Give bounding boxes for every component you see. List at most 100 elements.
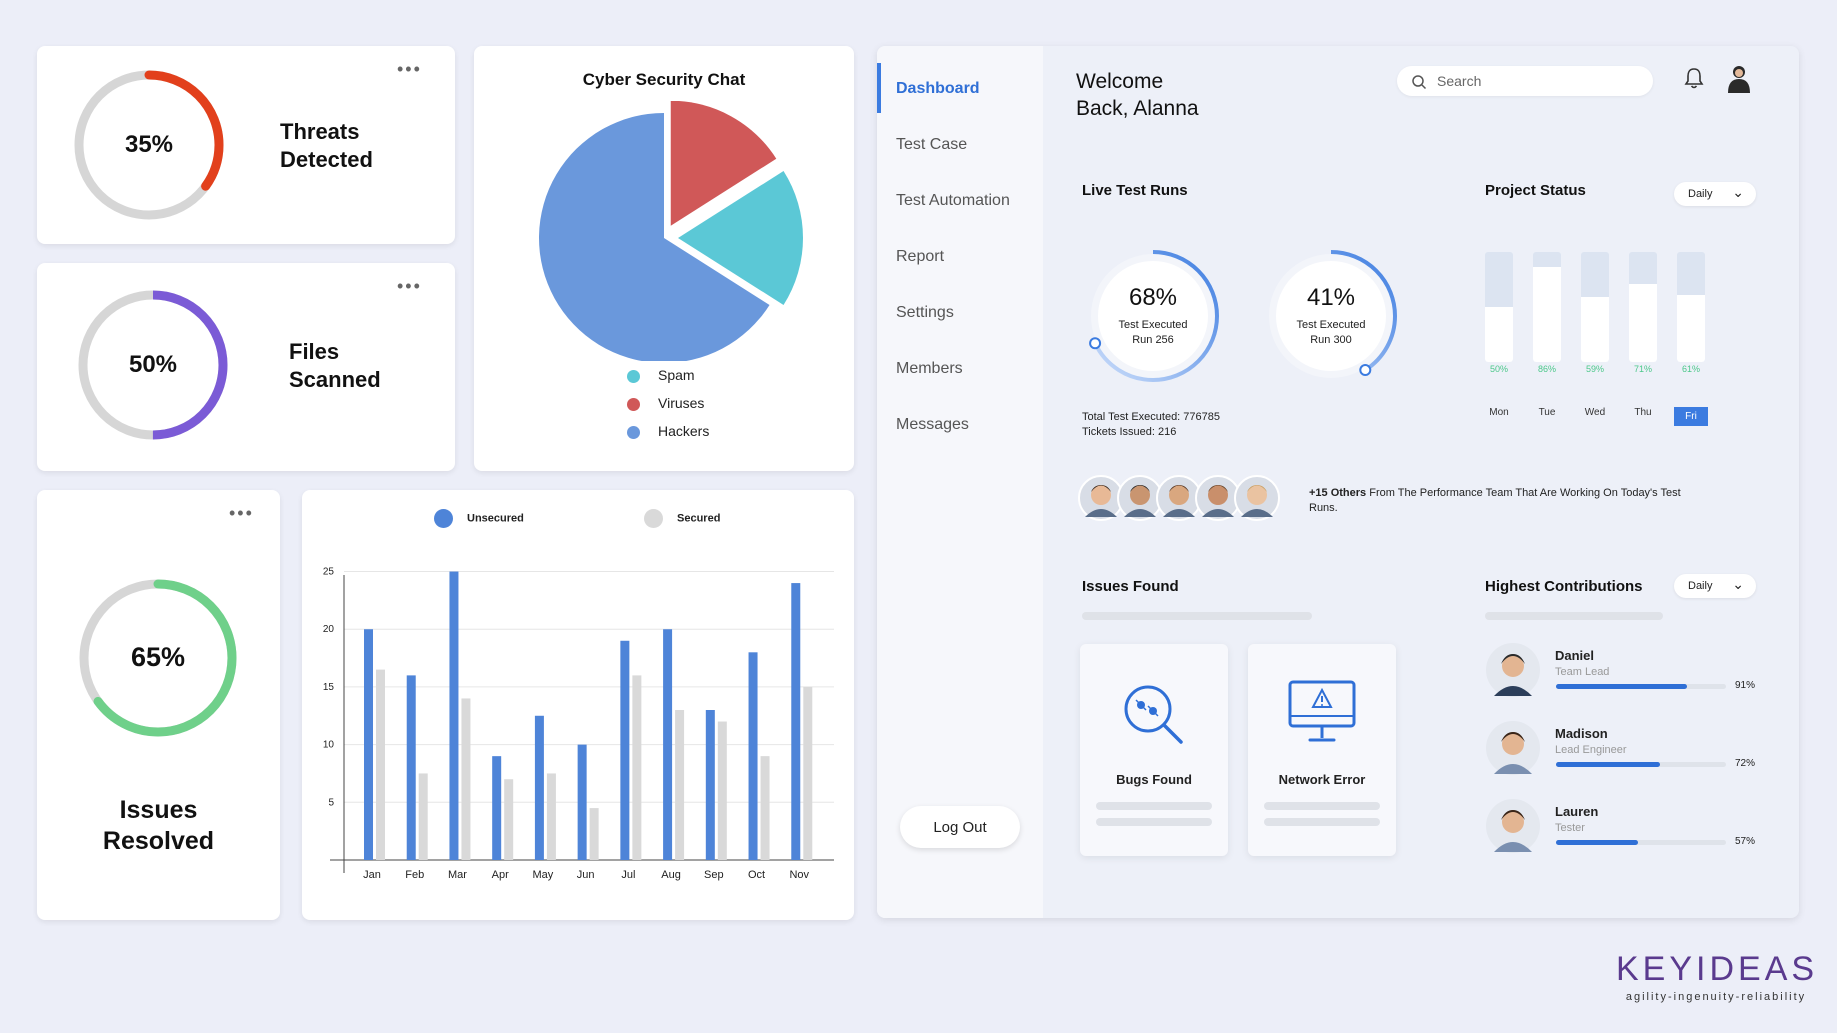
legend-label: Secured <box>677 512 721 525</box>
bar-unsecured-jul <box>620 640 630 860</box>
sidebar: Dashboard Test Case Test Automation Report S… <box>877 46 1043 918</box>
gauge-caption-line1: Test Executed <box>1296 319 1366 331</box>
x-tick-label: Jul <box>621 869 635 881</box>
status-day-wed[interactable]: Wed <box>1584 407 1606 418</box>
pie-slice-spam <box>678 171 803 305</box>
issues-found-title: Issues Found <box>1082 578 1179 595</box>
skeleton-line <box>1096 818 1212 826</box>
welcome-line1: Welcome <box>1076 70 1164 93</box>
status-bar-fill <box>1629 283 1657 362</box>
bar-secured-apr <box>504 779 514 860</box>
files-percent: 50% <box>128 351 178 378</box>
contribution-percent: 72% <box>1735 758 1756 769</box>
contribution-progress-fill <box>1556 762 1661 767</box>
search-input[interactable] <box>1435 72 1639 90</box>
issues-card: ••• 65% Issues Resolved <box>37 490 280 920</box>
more-options-icon[interactable]: ••• <box>229 503 254 523</box>
bug-search-icon <box>1124 685 1183 744</box>
bar-secured-aug <box>675 710 685 860</box>
skeleton-line <box>1082 612 1312 620</box>
status-day-tue[interactable]: Tue <box>1538 407 1556 418</box>
bell-icon[interactable] <box>1683 66 1705 90</box>
nav-item-dashboard[interactable]: Dashboard <box>896 80 980 97</box>
x-tick-label: Oct <box>748 869 765 881</box>
contribution-progress-fill <box>1556 684 1688 689</box>
y-tick-label: 10 <box>323 740 335 751</box>
search-icon <box>1412 75 1427 90</box>
legend-label: Viruses <box>658 395 705 411</box>
bar-unsecured-may <box>534 715 544 860</box>
nav-item-messages[interactable]: Messages <box>896 416 969 433</box>
team-avatar <box>1156 475 1202 521</box>
issues-ring <box>79 579 237 737</box>
gauge-ring <box>1087 250 1219 382</box>
team-avatar <box>1195 475 1241 521</box>
contributions-dropdown[interactable]: Daily ⌄ <box>1674 574 1756 598</box>
status-bar-fri <box>1677 252 1705 362</box>
issues-label: Issues Resolved <box>37 795 280 858</box>
status-bar-mon <box>1485 252 1513 362</box>
status-bar-wed <box>1581 252 1609 362</box>
bar-secured-nov <box>803 686 813 860</box>
skeleton-line <box>1264 802 1380 810</box>
pie-chart <box>539 101 803 361</box>
y-tick-label: 5 <box>328 797 334 808</box>
bar-secured-sep <box>717 721 727 860</box>
status-bar-fill <box>1533 267 1561 362</box>
more-options-icon[interactable]: ••• <box>397 59 422 79</box>
bar-unsecured-jan <box>364 629 373 860</box>
bar-unsecured-apr <box>492 756 502 860</box>
network-error-card[interactable]: Network Error <box>1248 644 1396 856</box>
highest-contributions-title: Highest Contributions <box>1485 578 1643 595</box>
files-label-line1: Files <box>289 339 340 364</box>
nav-item-test-automation[interactable]: Test Automation <box>896 192 1010 209</box>
skeleton-line <box>1096 802 1212 810</box>
search-box[interactable] <box>1397 66 1653 96</box>
nav-item-members[interactable]: Members <box>896 360 963 377</box>
x-tick-label: Mar <box>448 869 467 881</box>
bugs-found-card[interactable]: Bugs Found <box>1080 644 1228 856</box>
skeleton-line <box>1264 818 1380 826</box>
contributor-role: Tester <box>1555 822 1585 834</box>
welcome-title: Welcome Back, Alanna <box>1076 68 1199 123</box>
status-bar-percent: 71% <box>1633 364 1652 374</box>
bar-secured-mar <box>461 698 471 860</box>
status-bar-percent: 59% <box>1585 364 1604 374</box>
more-options-icon[interactable]: ••• <box>397 276 422 296</box>
nav-item-test-case[interactable]: Test Case <box>896 136 968 153</box>
contribution-progress-fill <box>1556 840 1639 845</box>
dashboard-panel: Dashboard Test Case Test Automation Report S… <box>877 46 1799 918</box>
status-day-fri[interactable]: Fri <box>1674 407 1708 426</box>
team-others-text: +15 Others From The Performance Team Tha… <box>1309 486 1709 517</box>
pie-slice-viruses <box>670 101 777 226</box>
bugs-found-label: Bugs Found <box>1116 772 1192 787</box>
bar-secured-feb <box>418 773 428 860</box>
status-day-thu[interactable]: Thu <box>1634 407 1652 418</box>
gauge-percent: 68% <box>1128 284 1178 311</box>
gauge-arc <box>1087 250 1219 382</box>
gauge-arc <box>1265 250 1397 382</box>
contributor-avatar <box>1486 799 1540 853</box>
threats-label-line2: Detected <box>280 146 373 172</box>
issues-percent: 65% <box>130 642 186 672</box>
legend-label: Unsecured <box>467 512 524 525</box>
threats-ring <box>74 70 224 220</box>
bar-unsecured-oct <box>748 652 758 860</box>
bar-unsecured-sep <box>705 710 715 860</box>
test-run-gauge: 68% Test Executed Run 256 <box>1083 246 1223 386</box>
dropdown-value: Daily <box>1688 188 1713 200</box>
user-avatar[interactable] <box>1725 63 1753 93</box>
status-day-mon[interactable]: Mon <box>1489 407 1509 418</box>
skeleton-line <box>1485 612 1663 620</box>
live-test-runs-title: Live Test Runs <box>1082 182 1188 199</box>
project-status-dropdown[interactable]: Daily ⌄ <box>1674 182 1756 206</box>
nav-item-report[interactable]: Report <box>896 248 945 265</box>
bar-unsecured-jun <box>577 744 587 860</box>
bar-chart-card: Unsecured Secured 5 10 15 20 25 Jan Feb Mar Apr Ma… <box>302 490 854 920</box>
bar-chart: 5 10 15 20 25 Jan Feb Mar Apr May Jun Jul Aug Sep Oct N… <box>323 567 834 881</box>
x-tick-label: Apr <box>492 869 509 881</box>
nav-item-settings[interactable]: Settings <box>896 304 954 321</box>
legend-swatch <box>434 509 453 528</box>
logout-button[interactable]: Log Out <box>900 806 1020 848</box>
gauge-knob <box>1359 364 1372 377</box>
